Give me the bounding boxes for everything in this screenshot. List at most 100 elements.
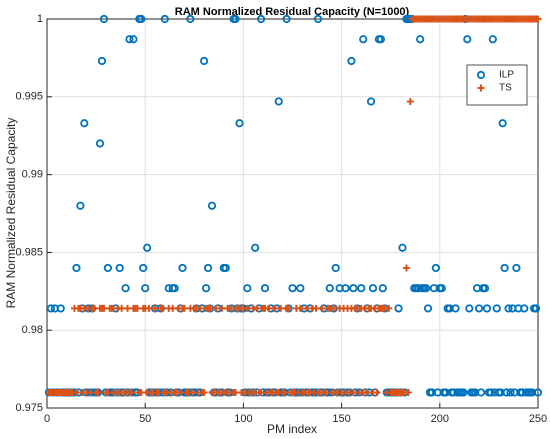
x-tick-label: 250 (529, 413, 547, 425)
circle-marker (476, 70, 486, 80)
plus-marker (100, 304, 108, 312)
chart-title: RAM Normalized Residual Capacity (N=1000… (175, 6, 410, 18)
plus-marker (145, 304, 153, 312)
circle-marker (394, 304, 403, 313)
circle-marker (125, 35, 134, 44)
circle-marker (325, 284, 334, 293)
circle-marker (520, 304, 529, 313)
circle-marker (186, 14, 195, 24)
circle-marker (141, 284, 150, 293)
axes-box (46, 18, 539, 409)
circle-marker (331, 263, 340, 273)
plus-marker (302, 304, 310, 312)
circle-marker (129, 35, 138, 44)
plus-marker (133, 304, 141, 312)
circle-marker (347, 56, 356, 66)
plus-marker (243, 304, 251, 312)
plus-marker (127, 388, 135, 396)
x-tick-label: 100 (234, 413, 252, 425)
circle-marker (366, 97, 376, 106)
plus-marker (159, 304, 167, 312)
plus-marker (108, 304, 116, 312)
circle-marker (160, 14, 169, 24)
circle-marker (243, 284, 252, 293)
plus-marker (124, 304, 132, 312)
plus-marker (90, 304, 98, 312)
circle-marker (437, 284, 446, 293)
circle-marker (178, 263, 187, 273)
circle-marker (459, 388, 468, 397)
circle-marker (170, 284, 179, 293)
circle-marker (368, 284, 378, 293)
legend-label: TS (499, 83, 512, 94)
plus-marker (322, 388, 330, 396)
circle-marker (376, 35, 385, 44)
plus-marker (188, 388, 196, 396)
circle-marker (506, 388, 515, 397)
circle-marker (46, 304, 56, 313)
plus-marker (253, 304, 261, 312)
plus-marker (402, 264, 410, 272)
x-axis-label: PM index (267, 422, 317, 436)
plus-marker (363, 388, 371, 396)
circle-marker (115, 263, 124, 273)
circle-marker (504, 304, 513, 313)
plus-marker (232, 388, 240, 396)
circle-marker (137, 14, 146, 24)
circle-marker (201, 284, 211, 293)
plus-marker (206, 304, 214, 312)
circle-marker (103, 263, 112, 273)
circle-marker (99, 14, 109, 24)
circle-marker (95, 139, 105, 148)
circle-marker (498, 119, 507, 128)
circle-marker (431, 263, 440, 273)
y-tick-label: 1 (37, 13, 43, 25)
circle-marker (121, 284, 130, 293)
circle-marker (476, 388, 486, 397)
legend-label: ILP (499, 70, 514, 81)
plus-marker (534, 15, 542, 23)
plus-marker (212, 304, 220, 312)
plus-marker (86, 388, 94, 396)
circle-marker (480, 284, 490, 293)
circle-marker (231, 14, 240, 24)
circle-marker (274, 97, 283, 106)
plus-marker (196, 304, 204, 312)
plus-marker (281, 388, 289, 396)
circle-marker (80, 119, 89, 128)
legend: ILP TS (466, 64, 528, 106)
circle-marker (72, 263, 81, 273)
plus-marker (312, 304, 320, 312)
y-axis-label: RAM Normalized Residual Capacity (4, 118, 18, 309)
plus-marker (385, 304, 393, 312)
circle-marker (143, 243, 152, 252)
circle-marker (251, 243, 260, 252)
plus-marker (349, 388, 357, 396)
x-tick-label: 200 (431, 413, 449, 425)
circle-marker (500, 263, 509, 273)
circle-marker (200, 56, 209, 66)
circle-marker (423, 304, 433, 313)
plus-marker (285, 304, 293, 312)
plus-marker (318, 304, 326, 312)
circle-marker (486, 388, 495, 397)
circle-marker (533, 388, 543, 397)
circle-marker (416, 35, 425, 44)
circle-marker (256, 14, 266, 24)
plus-marker (118, 304, 126, 312)
circle-marker (512, 263, 521, 273)
circle-marker (341, 284, 350, 293)
y-tick-label: 0.99 (22, 169, 43, 181)
circle-marker (378, 284, 387, 293)
plus-marker (104, 388, 112, 396)
circle-marker (451, 304, 460, 313)
plus-marker (177, 388, 185, 396)
plus-marker (155, 388, 163, 396)
plus-marker (218, 304, 226, 312)
circle-marker (482, 304, 492, 313)
circle-marker (296, 284, 305, 293)
circle-marker (531, 304, 541, 313)
circle-marker (502, 388, 511, 397)
circle-marker (235, 119, 244, 128)
